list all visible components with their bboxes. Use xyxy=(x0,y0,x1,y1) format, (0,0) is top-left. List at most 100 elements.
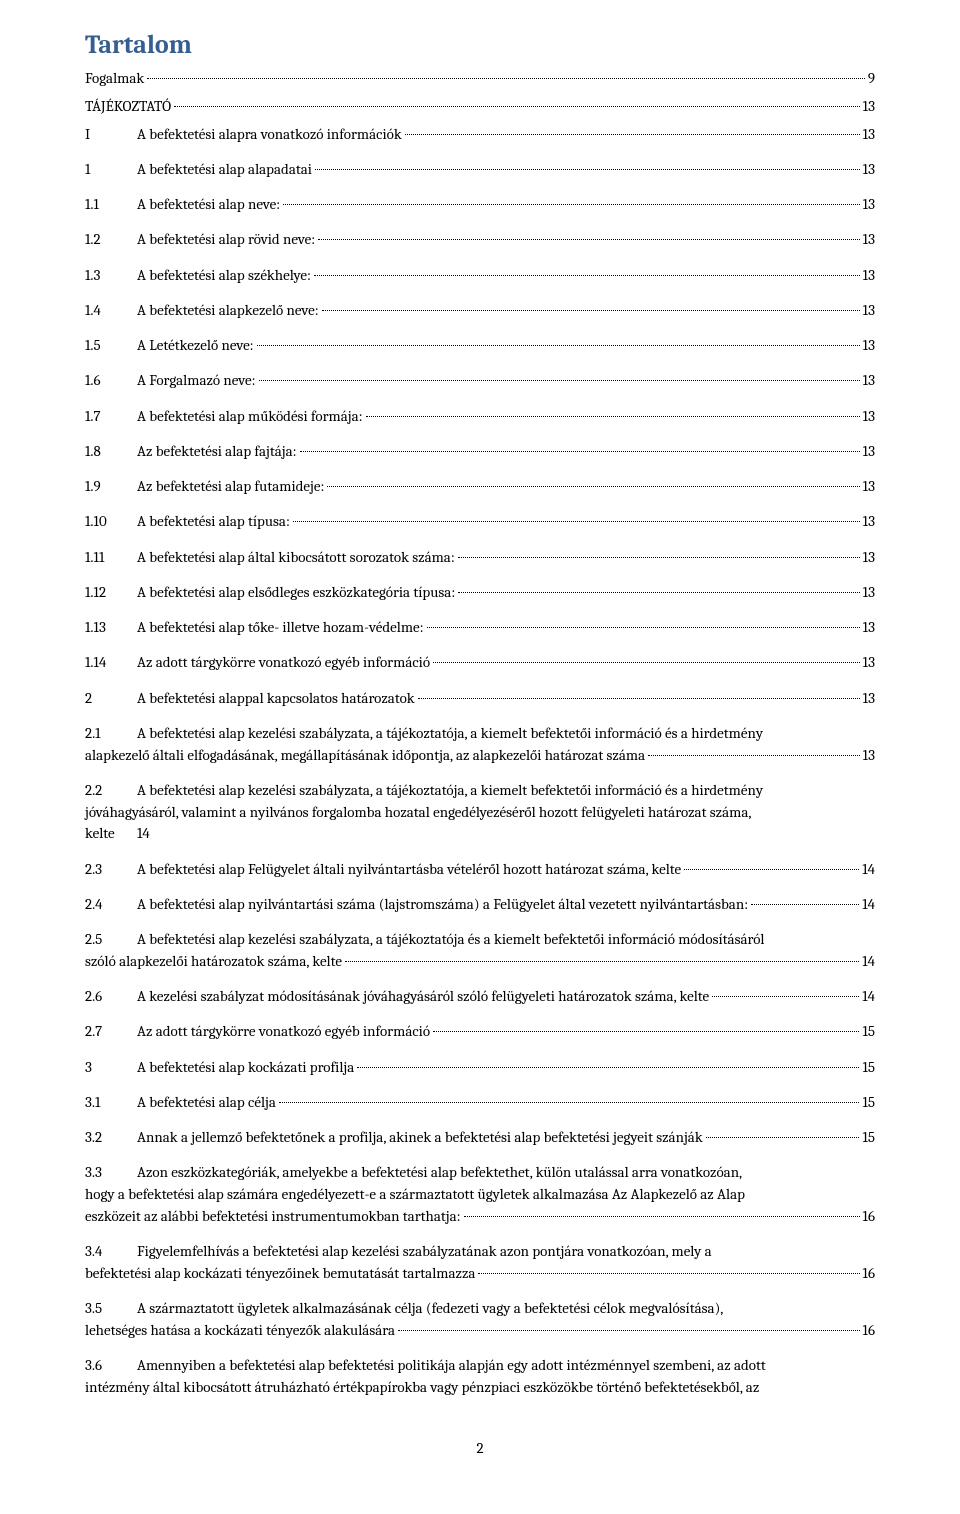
toc-leader xyxy=(300,451,860,452)
toc-page: 15 xyxy=(862,1127,875,1149)
toc-entry: IA befektetési alapra vonatkozó informác… xyxy=(85,124,875,146)
toc-number: 3.1 xyxy=(85,1092,137,1114)
page-number: 2 xyxy=(85,1439,875,1457)
toc-label: A befektetési alap rövid neve: xyxy=(137,229,315,251)
toc-page: 13 xyxy=(863,229,875,251)
toc-entry: 2A befektetési alappal kapcsolatos határ… xyxy=(85,688,875,710)
toc-entry: 2.5 A befektetési alap kezelési szabályz… xyxy=(85,929,875,973)
toc-number: 2 xyxy=(85,688,137,710)
toc-label: A befektetési alapkezelő neve: xyxy=(137,300,319,322)
toc-page: 15 xyxy=(862,1092,875,1114)
toc-leader xyxy=(751,904,859,905)
toc-label: Amennyiben a befektetési alap befektetés… xyxy=(137,1355,766,1377)
toc-leader xyxy=(259,380,860,381)
toc-page: 13 xyxy=(863,688,875,710)
toc-label: A befektetési alap elsődleges eszközkate… xyxy=(137,582,455,604)
toc-label: A Letétkezelő neve: xyxy=(137,335,254,357)
toc-label: alapkezelő általi elfogadásának, megálla… xyxy=(85,745,645,767)
toc-number: 1.11 xyxy=(85,547,137,569)
toc-number: 1.1 xyxy=(85,194,137,216)
toc-page: 13 xyxy=(863,124,875,146)
toc-number: 1.8 xyxy=(85,441,137,463)
toc-entry: 2.7Az adott tárgykörre vonatkozó egyéb i… xyxy=(85,1021,875,1043)
toc-leader xyxy=(458,557,860,558)
toc-label: A befektetési alap Felügyelet általi nyi… xyxy=(137,859,681,881)
document-page: Tartalom Fogalmak 9 TÁJÉKOZTATÓ 13 IA be… xyxy=(0,0,960,1497)
toc-page: 16 xyxy=(863,1320,875,1342)
toc-entry: 2.3A befektetési alap Felügyelet általi … xyxy=(85,859,875,881)
toc-page: 13 xyxy=(863,617,875,639)
toc-leader xyxy=(357,1067,859,1068)
toc-number: 1.2 xyxy=(85,229,137,251)
toc-leader xyxy=(174,106,859,107)
toc-number: 1.14 xyxy=(85,652,137,674)
toc-number: 1.5 xyxy=(85,335,137,357)
toc-entry: 3.6 Amennyiben a befektetési alap befekt… xyxy=(85,1355,875,1399)
toc-number: 1.3 xyxy=(85,265,137,287)
toc-leader xyxy=(345,961,859,962)
toc-label: kelte xyxy=(85,823,137,845)
toc-entry: 1.8Az befektetési alap fajtája:13 xyxy=(85,441,875,463)
toc-number: 3.3 xyxy=(85,1162,137,1184)
toc-leader xyxy=(318,239,859,240)
toc-number: 2.5 xyxy=(85,929,137,951)
toc-page: 13 xyxy=(863,511,875,533)
toc-number: 1.12 xyxy=(85,582,137,604)
toc-number: 3.4 xyxy=(85,1241,137,1263)
toc-label: intézmény által kibocsátott átruházható … xyxy=(85,1377,759,1399)
toc-leader xyxy=(418,698,860,699)
toc-label: A befektetési alap kezelési szabályzata,… xyxy=(137,723,763,745)
toc-label: A befektetési alap kockázati profilja xyxy=(137,1057,354,1079)
toc-page: 14 xyxy=(862,951,875,973)
toc-label: A befektetési alap működési formája: xyxy=(137,406,363,428)
toc-page: 9 xyxy=(868,68,875,90)
toc-entry: 2.6A kezelési szabályzat módosításának j… xyxy=(85,986,875,1008)
toc-entry: 1.12A befektetési alap elsődleges eszköz… xyxy=(85,582,875,604)
toc-entry: 1.2A befektetési alap rövid neve: 13 xyxy=(85,229,875,251)
toc-label: lehetséges hatása a kockázati tényezők a… xyxy=(85,1320,395,1342)
toc-entry: 2.1 A befektetési alap kezelési szabályz… xyxy=(85,723,875,767)
toc-label: A befektetési alap által kibocsátott sor… xyxy=(137,547,455,569)
toc-leader xyxy=(648,755,859,756)
toc-page: 14 xyxy=(862,859,875,881)
toc-label: Annak a jellemző befektetőnek a profilja… xyxy=(137,1127,703,1149)
toc-number: 3.6 xyxy=(85,1355,137,1377)
toc-number: 2.2 xyxy=(85,780,137,802)
toc-page: 13 xyxy=(863,745,875,767)
toc-leader xyxy=(366,416,860,417)
toc-entry: 3.5 A származtatott ügyletek alkalmazásá… xyxy=(85,1298,875,1342)
toc-leader xyxy=(283,204,859,205)
toc-number: 2.6 xyxy=(85,986,137,1008)
toc-page: 16 xyxy=(863,1206,875,1228)
toc-leader xyxy=(433,1031,859,1032)
toc-label: Az adott tárgykörre vonatkozó egyéb info… xyxy=(137,1021,430,1043)
toc-page: 13 xyxy=(863,335,875,357)
toc-label: A befektetési alap típusa: xyxy=(137,511,290,533)
toc-entry: 3A befektetési alap kockázati profilja15 xyxy=(85,1057,875,1079)
toc-number: 3.5 xyxy=(85,1298,137,1320)
toc-entry: 1.5A Letétkezelő neve: 13 xyxy=(85,335,875,357)
toc-page: 15 xyxy=(862,1057,875,1079)
toc-label: A befektetési alap neve: xyxy=(137,194,280,216)
toc-number: 1.9 xyxy=(85,476,137,498)
toc-leader xyxy=(684,869,859,870)
toc-number: 1.10 xyxy=(85,511,137,533)
toc-leader xyxy=(257,345,860,346)
toc-leader xyxy=(433,662,860,663)
toc-page: 13 xyxy=(863,300,875,322)
toc-leader xyxy=(327,486,859,487)
toc-leader xyxy=(405,134,860,135)
toc-entry: 1.7A befektetési alap működési formája:1… xyxy=(85,406,875,428)
toc-leader xyxy=(706,1137,860,1138)
toc-entry: 1.11A befektetési alap által kibocsátott… xyxy=(85,547,875,569)
toc-page: 16 xyxy=(863,1263,875,1285)
toc-entry: 1.6A Forgalmazó neve:13 xyxy=(85,370,875,392)
toc-label: A befektetési alap székhelye: xyxy=(137,265,311,287)
toc-page: 13 xyxy=(863,370,875,392)
toc-page: 13 xyxy=(863,582,875,604)
toc-leader xyxy=(147,78,865,79)
toc-leader xyxy=(314,275,860,276)
toc-page: 14 xyxy=(137,823,150,845)
toc-label: Az befektetési alap fajtája: xyxy=(137,441,297,463)
toc-number: I xyxy=(85,124,137,146)
